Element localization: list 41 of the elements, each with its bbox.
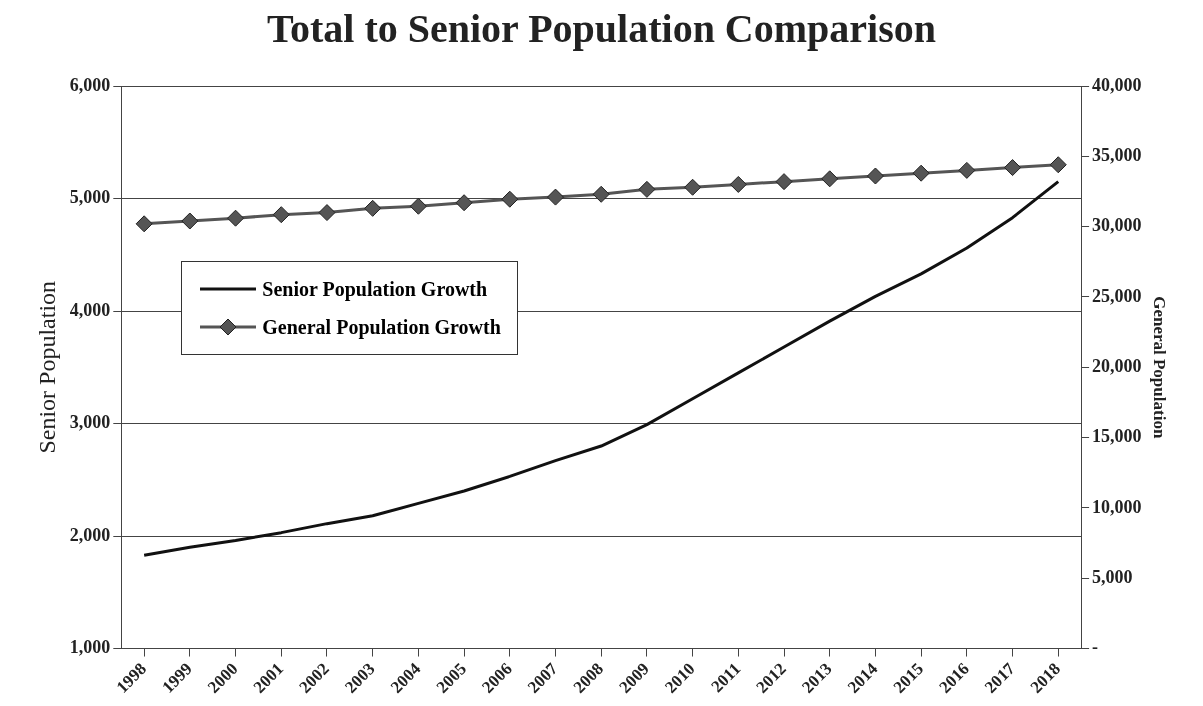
y2-tick-label: 25,000	[1092, 285, 1142, 306]
point	[958, 161, 976, 179]
y2-tick-label: 35,000	[1092, 144, 1142, 165]
point	[227, 209, 245, 227]
y2-tick-label: 30,000	[1092, 215, 1142, 236]
legend-label: Senior Population Growth	[262, 277, 488, 301]
point	[592, 185, 610, 203]
y2-axis-title: General Population	[1150, 296, 1170, 439]
point	[318, 204, 336, 222]
y-tick-label: 2,000	[69, 524, 111, 545]
point	[821, 170, 839, 188]
point	[866, 167, 884, 185]
legend-label: General Population Growth	[262, 315, 501, 339]
y-tick-label: 1,000	[69, 637, 111, 658]
point	[501, 190, 519, 208]
point	[547, 188, 564, 206]
y-axis-title: Senior Population	[33, 280, 60, 454]
point	[455, 194, 473, 212]
point	[409, 197, 427, 215]
y2-tick-label: 10,000	[1092, 496, 1142, 517]
y-tick-label: 3,000	[69, 412, 111, 433]
y-tick-label: 6,000	[69, 74, 111, 95]
y-tick-label: 5,000	[69, 187, 111, 208]
point	[684, 178, 702, 196]
point	[135, 215, 153, 233]
y-tick-label: 4,000	[69, 299, 111, 320]
y2-tick-label: 5,000	[1092, 566, 1133, 587]
point	[729, 175, 747, 193]
y2-tick-label: 20,000	[1092, 355, 1142, 376]
point	[912, 164, 930, 182]
y2-tick-label: 15,000	[1092, 426, 1142, 447]
chart-title: Total to Senior Population Comparison	[266, 6, 937, 52]
point	[775, 173, 793, 191]
y2-tick-label: -	[1092, 637, 1099, 658]
point	[364, 199, 382, 217]
y2-tick-label: 40,000	[1092, 74, 1142, 95]
point	[638, 180, 656, 198]
point	[1049, 156, 1067, 174]
point	[1004, 159, 1022, 177]
point	[181, 212, 199, 230]
point	[272, 206, 290, 224]
